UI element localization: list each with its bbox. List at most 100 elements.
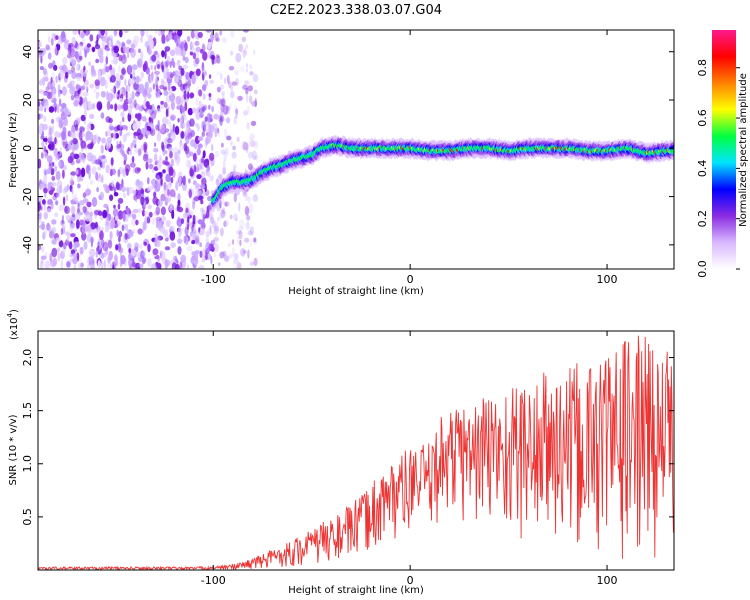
noise-speckle — [108, 130, 112, 137]
noise-speckle — [92, 134, 97, 145]
noise-speckle — [110, 132, 114, 139]
noise-speckle — [109, 126, 115, 131]
noise-speckle — [252, 194, 259, 202]
noise-speckle — [244, 80, 250, 86]
noise-speckle — [128, 64, 132, 74]
noise-speckle — [85, 83, 88, 90]
x-tick-label: 0 — [407, 273, 414, 286]
noise-speckle — [72, 193, 78, 202]
noise-speckle — [101, 137, 106, 144]
noise-speckle — [223, 201, 230, 207]
noise-speckle — [223, 151, 227, 161]
noise-speckle — [165, 156, 168, 161]
noise-speckle — [140, 144, 144, 151]
noise-speckle — [186, 35, 191, 43]
noise-speckle — [177, 176, 183, 183]
noise-speckle — [112, 208, 119, 217]
noise-speckle — [113, 126, 120, 132]
noise-speckle — [60, 102, 67, 109]
noise-speckle — [97, 166, 102, 171]
noise-speckle — [208, 93, 212, 97]
noise-speckle — [187, 78, 192, 85]
noise-speckle — [169, 49, 176, 57]
noise-speckle — [121, 150, 125, 157]
noise-speckle — [220, 73, 223, 81]
noise-speckle — [147, 177, 150, 185]
noise-speckle — [43, 227, 48, 236]
noise-speckle — [226, 74, 230, 84]
noise-speckle — [155, 124, 160, 131]
y-tick-label: -40 — [21, 236, 34, 254]
noise-speckle — [154, 180, 158, 185]
noise-speckle — [125, 91, 128, 100]
noise-speckle — [148, 211, 153, 218]
noise-speckle — [221, 99, 226, 107]
noise-speckle — [116, 169, 121, 179]
noise-speckle — [71, 59, 77, 67]
noise-speckle — [39, 183, 45, 190]
noise-speckle — [105, 31, 108, 36]
noise-speckle — [211, 30, 214, 36]
noise-speckle — [211, 143, 214, 152]
noise-speckle — [44, 98, 48, 107]
noise-speckle — [112, 264, 115, 269]
noise-speckle — [121, 144, 125, 149]
noise-speckle — [108, 117, 113, 124]
noise-speckle — [118, 166, 124, 174]
noise-speckle — [68, 226, 73, 233]
noise-speckle — [43, 211, 49, 220]
noise-speckle — [193, 58, 199, 68]
noise-speckle — [216, 127, 220, 134]
noise-speckle — [80, 114, 86, 122]
noise-speckle — [152, 196, 158, 205]
noise-speckle — [137, 132, 144, 140]
noise-speckle — [161, 189, 168, 194]
noise-speckle — [102, 42, 105, 50]
noise-speckle — [58, 98, 62, 107]
noise-speckle — [163, 90, 169, 96]
noise-speckle — [208, 104, 211, 110]
noise-speckle — [47, 144, 53, 150]
noise-speckle — [124, 30, 129, 34]
noise-speckle — [87, 131, 94, 141]
x-tick-label: 100 — [597, 273, 618, 286]
noise-speckle — [165, 67, 169, 77]
noise-speckle — [228, 65, 235, 71]
noise-speckle — [74, 99, 78, 106]
noise-speckle — [247, 230, 253, 236]
noise-speckle — [82, 192, 87, 199]
noise-speckle — [174, 151, 179, 161]
noise-speckle — [201, 209, 206, 218]
noise-speckle — [193, 196, 200, 202]
noise-speckle — [52, 257, 58, 267]
noise-speckle — [71, 71, 77, 79]
noise-speckle — [244, 205, 250, 216]
noise-speckle — [90, 222, 96, 230]
noise-speckle — [229, 214, 233, 220]
noise-speckle — [86, 43, 91, 48]
noise-speckle — [253, 237, 258, 246]
noise-speckle — [189, 92, 195, 99]
noise-speckle — [197, 136, 204, 141]
noise-speckle — [249, 64, 253, 70]
noise-speckle — [162, 160, 167, 165]
noise-speckle — [164, 105, 171, 110]
noise-speckle — [100, 144, 104, 154]
noise-speckle — [205, 168, 209, 174]
noise-speckle — [87, 264, 90, 269]
noise-speckle — [40, 78, 43, 86]
noise-speckle — [247, 85, 253, 92]
noise-speckle — [230, 50, 234, 56]
noise-speckle — [237, 235, 240, 246]
noise-speckle — [180, 74, 183, 80]
noise-speckle — [207, 42, 212, 50]
noise-speckle — [51, 37, 54, 46]
noise-speckle — [53, 226, 55, 233]
noise-speckle — [249, 71, 254, 76]
noise-speckle — [180, 218, 184, 225]
noise-speckle — [226, 105, 231, 111]
noise-speckle — [218, 173, 223, 180]
noise-speckle — [235, 217, 238, 222]
noise-speckle — [215, 54, 220, 59]
noise-speckle — [214, 128, 217, 138]
